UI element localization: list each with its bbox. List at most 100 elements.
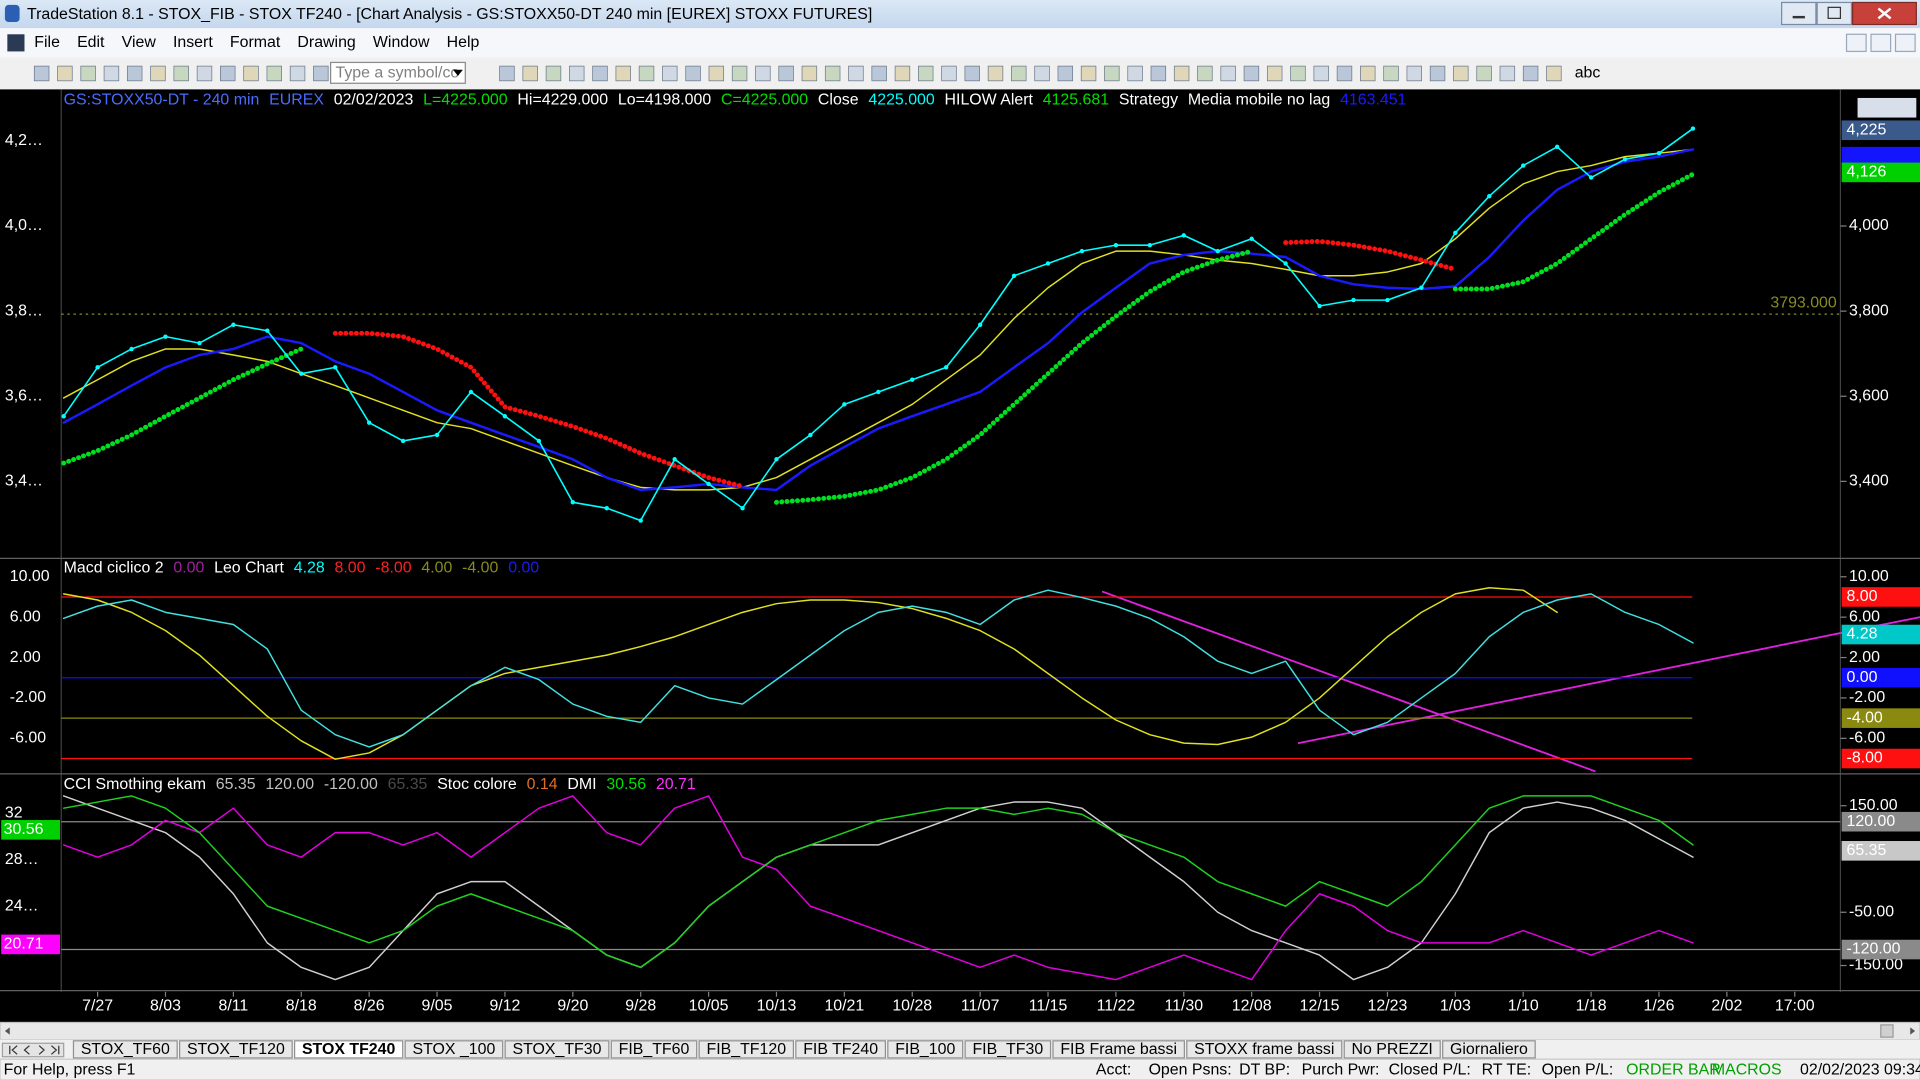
toolbar-button[interactable] bbox=[1011, 65, 1027, 82]
toolbar-button[interactable] bbox=[1383, 65, 1399, 82]
tab[interactable] bbox=[1186, 1040, 1343, 1059]
toolbar-button[interactable] bbox=[150, 65, 166, 82]
tab-active[interactable] bbox=[293, 1040, 404, 1059]
toolbar-button[interactable] bbox=[80, 65, 96, 82]
menu-item[interactable]: View bbox=[122, 34, 157, 51]
toolbar-button[interactable] bbox=[545, 65, 562, 82]
toolbar-button[interactable] bbox=[1057, 65, 1074, 82]
toolbar-button[interactable] bbox=[871, 65, 887, 82]
toolbar-button[interactable] bbox=[1150, 65, 1167, 82]
toolbar-button[interactable] bbox=[522, 65, 538, 82]
toolbar-button[interactable] bbox=[220, 65, 236, 82]
tab[interactable] bbox=[1442, 1040, 1536, 1059]
toolbar-button[interactable] bbox=[615, 65, 631, 82]
toolbar-button[interactable] bbox=[499, 65, 515, 82]
restore-button[interactable] bbox=[1816, 1, 1853, 26]
tab[interactable] bbox=[887, 1040, 964, 1059]
toolbar-button[interactable] bbox=[638, 65, 655, 82]
tab[interactable] bbox=[795, 1040, 887, 1059]
menu-item[interactable]: Format bbox=[230, 34, 281, 51]
toolbar-button[interactable] bbox=[1429, 65, 1446, 82]
toolbar-button[interactable] bbox=[1406, 65, 1422, 82]
toolbar-button[interactable] bbox=[313, 65, 329, 82]
menu-item[interactable]: Insert bbox=[173, 34, 213, 51]
scroll-right[interactable] bbox=[1910, 1027, 1916, 1035]
symbol-input[interactable] bbox=[330, 61, 466, 84]
toolbar-button[interactable] bbox=[126, 65, 143, 82]
toolbar-button[interactable] bbox=[824, 65, 841, 82]
toolbar-button[interactable] bbox=[918, 65, 934, 82]
toolbar-button[interactable] bbox=[941, 65, 957, 82]
menu-item[interactable]: Edit bbox=[77, 34, 105, 51]
mdi-close[interactable] bbox=[1894, 33, 1916, 53]
toolbar-button[interactable] bbox=[685, 65, 701, 82]
toolbar-button[interactable] bbox=[1104, 65, 1120, 82]
mdi-restore[interactable] bbox=[1870, 33, 1892, 53]
toolbar-button[interactable] bbox=[173, 65, 189, 82]
toolbar-button[interactable] bbox=[1266, 65, 1283, 82]
toolbar-button[interactable] bbox=[196, 65, 213, 82]
toolbar-button[interactable] bbox=[708, 65, 725, 82]
tab[interactable] bbox=[179, 1040, 293, 1059]
scroll-left[interactable] bbox=[4, 1027, 10, 1035]
toolbar-button[interactable] bbox=[1499, 65, 1516, 82]
toolbar-button[interactable] bbox=[801, 65, 818, 82]
toolbar-button[interactable] bbox=[1546, 65, 1562, 82]
toolbar-button[interactable] bbox=[964, 65, 980, 82]
toolbar-button[interactable] bbox=[592, 65, 608, 82]
panel-controls[interactable] bbox=[1857, 97, 1917, 118]
toolbar-button[interactable] bbox=[103, 65, 120, 82]
toolbar-button[interactable] bbox=[1522, 65, 1539, 82]
toolbar-button[interactable] bbox=[1243, 65, 1260, 82]
toolbar-button[interactable] bbox=[1313, 65, 1329, 82]
toolbar-button[interactable] bbox=[1453, 65, 1469, 82]
toolbar-button[interactable] bbox=[731, 65, 748, 82]
toolbar-button[interactable] bbox=[569, 65, 585, 82]
minimize-button[interactable] bbox=[1781, 1, 1817, 26]
toolbar-button[interactable] bbox=[755, 65, 771, 82]
toolbar-button[interactable] bbox=[243, 65, 259, 82]
tab-nav-buttons[interactable] bbox=[1, 1042, 65, 1058]
tab[interactable] bbox=[610, 1040, 698, 1059]
toolbar-button[interactable] bbox=[894, 65, 911, 82]
toolbar-button[interactable] bbox=[1197, 65, 1213, 82]
toolbar-button[interactable] bbox=[1336, 65, 1353, 82]
mdi-minimize[interactable] bbox=[1845, 33, 1867, 53]
toolbar-button[interactable] bbox=[1080, 65, 1097, 82]
trend-line[interactable] bbox=[1101, 590, 1596, 773]
toolbar-button[interactable] bbox=[1127, 65, 1143, 82]
toolbar-button[interactable] bbox=[1220, 65, 1236, 82]
menu-item[interactable]: Window bbox=[373, 34, 430, 51]
tab[interactable] bbox=[1343, 1040, 1441, 1059]
toolbar-button[interactable] bbox=[1290, 65, 1306, 82]
tab[interactable] bbox=[698, 1040, 795, 1059]
toolbar-button[interactable] bbox=[33, 65, 50, 82]
price-dot bbox=[400, 438, 406, 444]
toolbar-button[interactable] bbox=[1360, 65, 1376, 82]
tab[interactable] bbox=[72, 1040, 178, 1059]
toolbar-button[interactable] bbox=[289, 65, 306, 82]
menu-item[interactable]: Help bbox=[447, 34, 480, 51]
trend-line[interactable] bbox=[1297, 632, 1841, 745]
toolbar-button[interactable] bbox=[662, 65, 678, 82]
text-tool[interactable]: abc bbox=[1575, 65, 1601, 82]
tab[interactable] bbox=[964, 1040, 1052, 1059]
price-dot bbox=[434, 432, 440, 438]
toolbar-button[interactable] bbox=[1476, 65, 1492, 82]
toolbar-button[interactable] bbox=[987, 65, 1004, 82]
toolbar-button[interactable] bbox=[1173, 65, 1190, 82]
toolbar-button[interactable] bbox=[848, 65, 864, 82]
toolbar-button[interactable] bbox=[57, 65, 73, 82]
y-tick-label: 10.00 bbox=[1849, 568, 1889, 585]
menu-item[interactable]: File bbox=[34, 34, 60, 51]
scroll-thumb[interactable] bbox=[1880, 1024, 1894, 1038]
y-tick-label: 3,8… bbox=[5, 302, 43, 319]
toolbar-button[interactable] bbox=[266, 65, 282, 82]
h-scrollbar[interactable] bbox=[0, 1021, 1920, 1041]
tab[interactable] bbox=[1052, 1040, 1185, 1059]
toolbar-button[interactable] bbox=[778, 65, 794, 82]
menu-item[interactable]: Drawing bbox=[297, 34, 355, 51]
tab[interactable] bbox=[504, 1040, 610, 1059]
tab[interactable] bbox=[404, 1040, 504, 1059]
toolbar-button[interactable] bbox=[1034, 65, 1050, 82]
